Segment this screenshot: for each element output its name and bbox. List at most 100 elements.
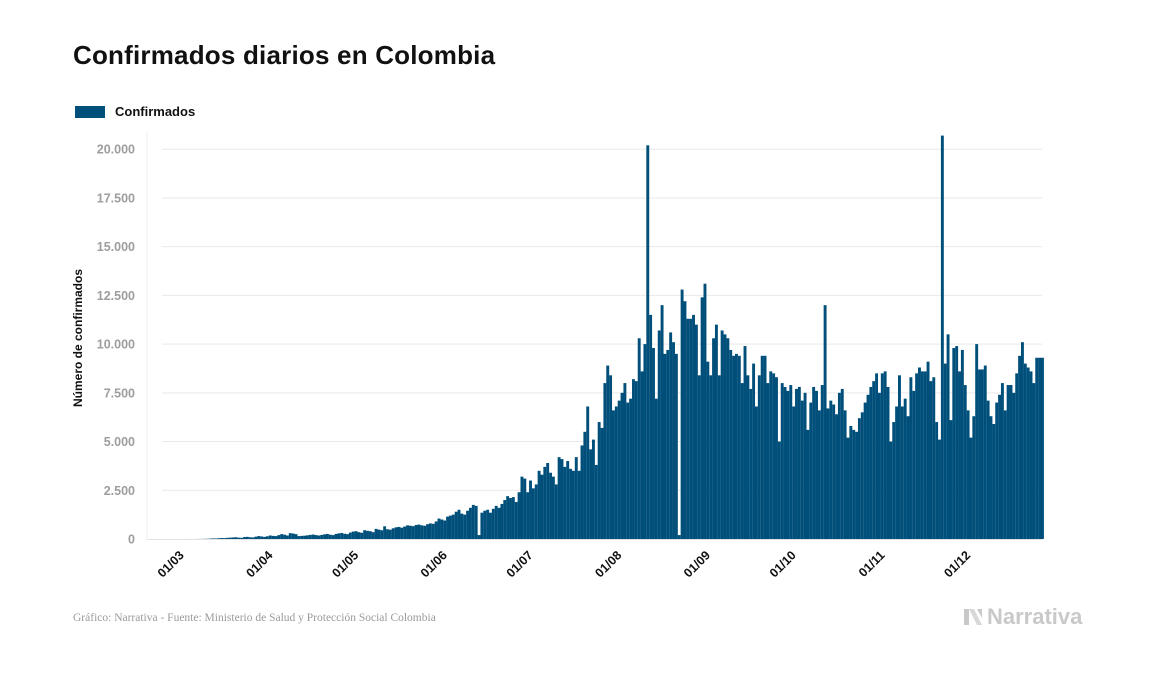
bar: [763, 355, 767, 539]
bar: [549, 472, 552, 539]
bar: [966, 410, 970, 539]
bar: [857, 418, 861, 539]
bar: [835, 414, 838, 539]
bar: [457, 509, 461, 539]
bar: [614, 406, 618, 539]
bar: [989, 416, 993, 539]
bar: [809, 402, 813, 539]
y-tick-label: 0: [128, 533, 135, 547]
bar: [408, 525, 412, 539]
bar: [334, 533, 338, 539]
bar: [846, 437, 850, 539]
bar: [677, 535, 681, 539]
bar: [817, 410, 821, 539]
bar: [257, 536, 261, 539]
bar: [617, 400, 621, 539]
bar: [660, 305, 664, 539]
bar: [892, 422, 896, 539]
bar: [863, 402, 867, 539]
bar: [297, 536, 301, 539]
bar: [877, 392, 881, 539]
bar: [271, 535, 275, 539]
gridlines: [146, 132, 1042, 539]
bar: [291, 533, 295, 539]
bar: [1038, 357, 1042, 539]
bar: [860, 412, 864, 539]
bar: [703, 283, 707, 539]
bar: [471, 504, 475, 539]
bar: [849, 425, 853, 539]
bar: [1026, 367, 1030, 539]
bar: [757, 375, 761, 539]
bar: [606, 365, 610, 539]
bar: [423, 525, 427, 539]
bar: [243, 537, 246, 539]
bar: [746, 375, 750, 539]
bar: [320, 534, 324, 539]
bar: [583, 431, 587, 539]
bar: [674, 353, 678, 539]
bar: [657, 330, 661, 539]
bar: [812, 386, 816, 539]
bar: [958, 371, 961, 539]
bar: [949, 420, 953, 539]
bar: [723, 334, 727, 539]
bar: [978, 369, 981, 539]
source-note: Gráfico: Narrativa - Fuente: Ministerio …: [73, 612, 436, 624]
bar: [500, 503, 504, 539]
bar: [1000, 383, 1004, 539]
bar: [380, 530, 384, 539]
bar: [915, 373, 919, 539]
bar: [268, 535, 272, 539]
bar: [554, 484, 558, 539]
bar: [383, 526, 387, 539]
bar: [529, 480, 532, 539]
bar: [517, 492, 521, 539]
bar: [326, 533, 329, 539]
bar: [514, 501, 518, 539]
bar: [597, 422, 601, 539]
x-tick-label: 01/08: [592, 548, 624, 580]
bar: [391, 528, 395, 539]
bar: [712, 338, 716, 539]
bar: [832, 404, 836, 539]
bar: [946, 334, 950, 539]
bar: [265, 536, 269, 539]
bar: [943, 363, 947, 539]
bar: [543, 466, 547, 539]
bar: [211, 538, 215, 539]
bar: [623, 383, 627, 539]
bar: [483, 510, 487, 539]
bar: [225, 537, 229, 539]
bar: [231, 537, 235, 539]
bar: [374, 528, 378, 539]
bar: [889, 441, 893, 539]
bar: [288, 533, 292, 539]
legend-label: Confirmados: [115, 104, 196, 119]
bar: [274, 536, 278, 539]
bar: [337, 533, 341, 539]
bar: [689, 318, 693, 539]
bar: [511, 497, 515, 539]
bar: [829, 400, 833, 539]
bar: [629, 398, 633, 539]
bar: [277, 535, 281, 539]
bar: [577, 470, 581, 539]
bar: [726, 338, 730, 539]
bar: [780, 383, 784, 539]
bar: [563, 466, 567, 539]
bar: [1029, 371, 1033, 539]
bar: [783, 386, 787, 539]
bar: [717, 375, 721, 539]
bar: [880, 373, 884, 539]
bar: [377, 529, 381, 539]
bar: [935, 422, 939, 539]
bar: [709, 375, 713, 539]
bar: [654, 398, 658, 539]
bar: [918, 367, 921, 539]
bar: [546, 463, 550, 539]
bar: [1041, 357, 1044, 539]
y-tick-label: 15.000: [97, 240, 135, 254]
bar: [245, 536, 249, 539]
